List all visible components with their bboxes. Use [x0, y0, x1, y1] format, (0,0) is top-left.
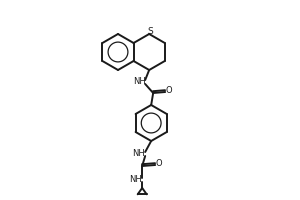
Text: NH: NH: [129, 174, 142, 184]
Text: O: O: [156, 159, 163, 168]
Text: S: S: [147, 27, 153, 36]
Text: NH: NH: [133, 76, 146, 86]
Text: O: O: [166, 86, 172, 95]
Text: NH: NH: [132, 148, 145, 158]
